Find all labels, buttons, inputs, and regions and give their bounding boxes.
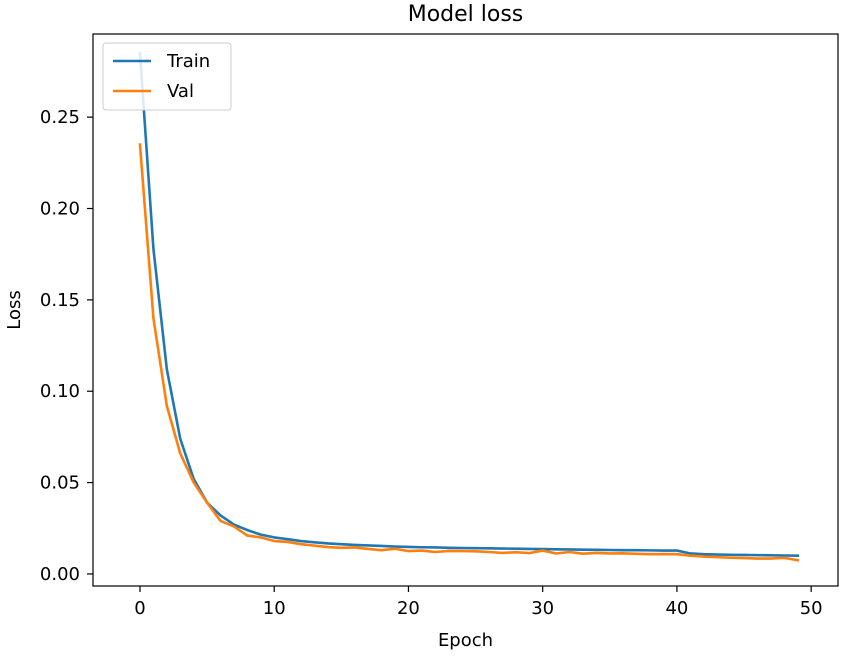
x-tick-label: 40 [665, 598, 688, 619]
y-axis-label: Loss [4, 290, 25, 329]
y-tick-label: 0.05 [40, 473, 80, 494]
x-tick-label: 50 [800, 598, 823, 619]
x-axis-label: Epoch [438, 630, 493, 651]
x-tick-label: 10 [263, 598, 286, 619]
axis-ticks: 0 10 20 30 40 50 0.00 0.05 0.10 0.15 0.20 0.25 [40, 107, 823, 619]
y-tick-label: 0.00 [40, 564, 80, 585]
series-line-train [138, 51, 800, 557]
legend-label-train: Train [166, 51, 210, 72]
y-tick-label: 0.25 [40, 107, 80, 128]
y-tick-label: 0.10 [40, 381, 80, 402]
x-tick-label: 30 [531, 598, 554, 619]
x-tick-label: 0 [134, 598, 145, 619]
y-tick-label: 0.15 [40, 290, 80, 311]
chart-title: Model loss [408, 2, 524, 27]
x-tick-label: 20 [397, 598, 420, 619]
series-line-val [138, 143, 800, 562]
legend-label-val: Val [167, 81, 194, 102]
axes-frame [92, 33, 839, 587]
plot-area [138, 51, 800, 562]
y-tick-label: 0.20 [40, 198, 80, 219]
legend: Train Val [102, 42, 232, 111]
